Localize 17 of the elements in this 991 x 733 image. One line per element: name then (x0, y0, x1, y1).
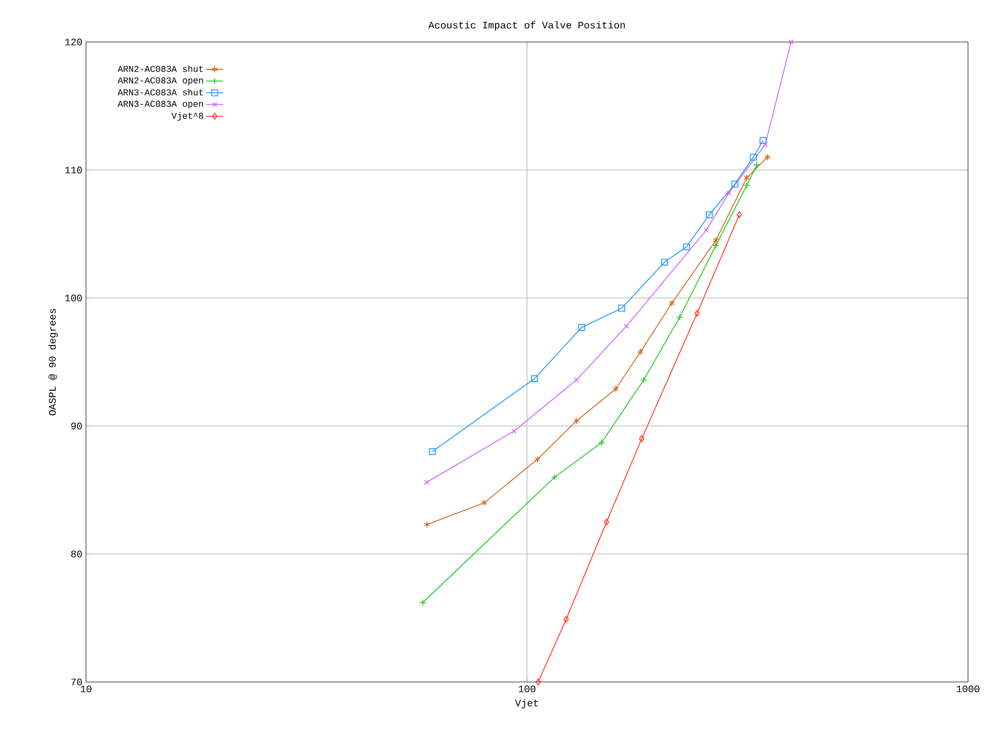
y-axis-title: OASPL @ 90 degrees (48, 309, 58, 416)
legend-label: ARN2-AC083A open (118, 77, 203, 86)
y-tick-label: 70 (71, 678, 82, 686)
y-tick-label: 100 (65, 294, 82, 302)
x-axis-title: Vjet (515, 699, 538, 708)
legend-label: Vjet^8 (172, 112, 204, 121)
legend-label: ARN3-AC083A shut (118, 88, 203, 96)
x-tick-label: 1000 (956, 685, 980, 692)
y-tick-label: 120 (65, 38, 82, 46)
y-tick-label: 90 (71, 422, 82, 430)
legend-label: ARN2-AC083A shut (118, 65, 203, 72)
y-tick-label: 110 (65, 166, 82, 174)
legend-label: ARN3-AC083A open (118, 100, 203, 109)
x-tick-label: 100 (518, 685, 536, 692)
y-tick-label: 80 (71, 550, 82, 558)
chart-title: Acoustic Impact of Valve Position (428, 21, 625, 30)
x-tick-label: 10 (80, 685, 92, 692)
